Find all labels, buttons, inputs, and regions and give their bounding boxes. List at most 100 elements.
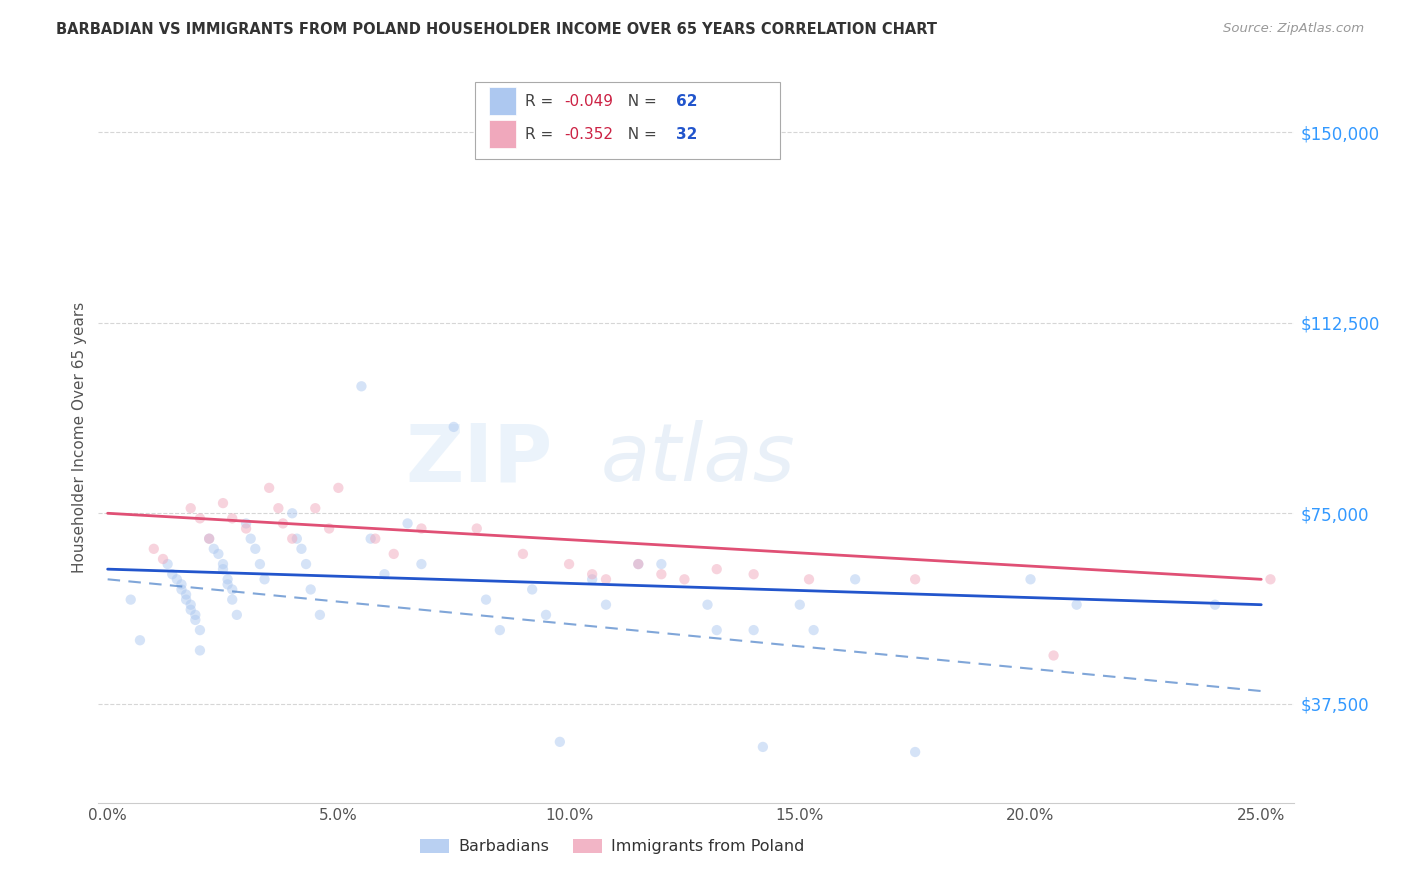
Point bbox=[221, 582, 243, 597]
Point bbox=[904, 745, 927, 759]
Point bbox=[706, 562, 728, 576]
Point bbox=[364, 532, 387, 546]
Point bbox=[174, 592, 197, 607]
Point bbox=[627, 557, 650, 571]
Point bbox=[120, 592, 142, 607]
Point bbox=[548, 735, 571, 749]
Text: -0.352: -0.352 bbox=[565, 127, 613, 142]
Point bbox=[285, 532, 308, 546]
Point bbox=[1042, 648, 1064, 663]
Point bbox=[797, 572, 820, 586]
Point bbox=[221, 511, 243, 525]
Point bbox=[235, 516, 257, 531]
Point bbox=[581, 572, 603, 586]
Point bbox=[152, 552, 174, 566]
Point bbox=[595, 598, 617, 612]
Text: ZIP: ZIP bbox=[405, 420, 553, 498]
Point bbox=[217, 572, 239, 586]
Point bbox=[156, 557, 179, 571]
Bar bbox=[489, 87, 516, 115]
Point bbox=[271, 516, 294, 531]
Point bbox=[1260, 572, 1282, 586]
Point bbox=[290, 541, 312, 556]
Point bbox=[789, 598, 811, 612]
Point bbox=[198, 532, 221, 546]
Point bbox=[281, 506, 304, 520]
Point bbox=[650, 557, 672, 571]
Point bbox=[212, 557, 235, 571]
Point bbox=[245, 541, 267, 556]
Point bbox=[1066, 598, 1088, 612]
Point bbox=[225, 607, 247, 622]
Point bbox=[360, 532, 382, 546]
Point bbox=[742, 567, 765, 582]
Point bbox=[696, 598, 718, 612]
Point bbox=[174, 588, 197, 602]
Text: 62: 62 bbox=[676, 94, 697, 109]
Point bbox=[411, 557, 433, 571]
Point bbox=[465, 521, 488, 535]
Point bbox=[129, 633, 152, 648]
Point bbox=[373, 567, 395, 582]
Text: 32: 32 bbox=[676, 127, 697, 142]
Point bbox=[188, 643, 211, 657]
Point bbox=[650, 567, 672, 582]
Point bbox=[267, 501, 290, 516]
Text: N =: N = bbox=[619, 127, 662, 142]
Point bbox=[142, 541, 165, 556]
Point bbox=[627, 557, 650, 571]
Point bbox=[170, 577, 193, 591]
Point bbox=[803, 623, 825, 637]
Point bbox=[309, 607, 332, 622]
Point bbox=[188, 623, 211, 637]
Point bbox=[166, 572, 188, 586]
Text: BARBADIAN VS IMMIGRANTS FROM POLAND HOUSEHOLDER INCOME OVER 65 YEARS CORRELATION: BARBADIAN VS IMMIGRANTS FROM POLAND HOUS… bbox=[56, 22, 938, 37]
Point bbox=[188, 511, 211, 525]
Point bbox=[304, 501, 326, 516]
Point bbox=[534, 607, 557, 622]
Point bbox=[443, 420, 465, 434]
Point bbox=[595, 572, 617, 586]
Point bbox=[1019, 572, 1042, 586]
FancyBboxPatch shape bbox=[475, 82, 780, 159]
Text: R =: R = bbox=[524, 94, 558, 109]
Point bbox=[281, 532, 304, 546]
Point bbox=[202, 541, 225, 556]
Bar bbox=[489, 120, 516, 148]
Point bbox=[411, 521, 433, 535]
Point bbox=[299, 582, 322, 597]
Point bbox=[475, 592, 498, 607]
Point bbox=[558, 557, 581, 571]
Point bbox=[742, 623, 765, 637]
Point bbox=[180, 598, 202, 612]
Point bbox=[221, 592, 243, 607]
Point bbox=[752, 739, 775, 754]
Point bbox=[520, 582, 543, 597]
Point bbox=[170, 582, 193, 597]
Text: Source: ZipAtlas.com: Source: ZipAtlas.com bbox=[1223, 22, 1364, 36]
Point bbox=[673, 572, 696, 586]
Text: -0.049: -0.049 bbox=[565, 94, 613, 109]
Point bbox=[295, 557, 318, 571]
Point bbox=[162, 567, 184, 582]
Point bbox=[844, 572, 866, 586]
Point bbox=[180, 603, 202, 617]
Point bbox=[180, 501, 202, 516]
Y-axis label: Householder Income Over 65 years: Householder Income Over 65 years bbox=[72, 301, 87, 573]
Point bbox=[249, 557, 271, 571]
Point bbox=[198, 532, 221, 546]
Point bbox=[1204, 598, 1226, 612]
Point bbox=[253, 572, 276, 586]
Point bbox=[318, 521, 340, 535]
Point bbox=[706, 623, 728, 637]
Point bbox=[350, 379, 373, 393]
Point bbox=[184, 607, 207, 622]
Point bbox=[239, 532, 262, 546]
Point bbox=[235, 521, 257, 535]
Point bbox=[212, 496, 235, 510]
Point bbox=[512, 547, 534, 561]
Point bbox=[396, 516, 419, 531]
Point bbox=[581, 567, 603, 582]
Point bbox=[257, 481, 280, 495]
Point bbox=[184, 613, 207, 627]
